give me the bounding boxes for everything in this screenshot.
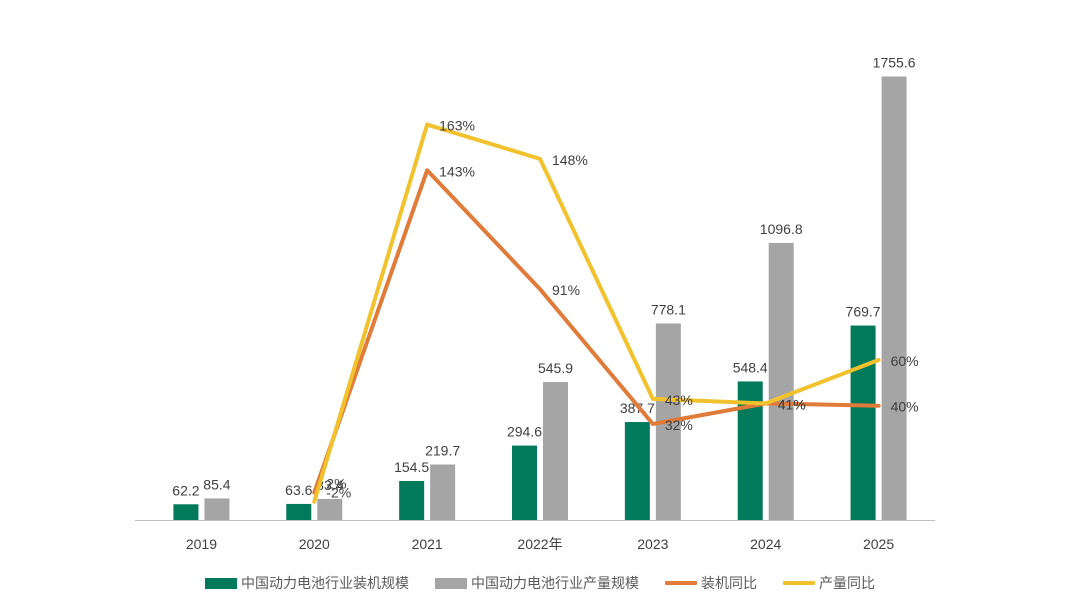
x-tick-label-6: 2025 [863,536,894,552]
legend-item-output: 中国动力电池行业产量规模 [435,573,639,593]
bar-0-2025 [850,325,876,520]
bar-1-2024 [768,242,794,520]
legend-item-output-yoy: 产量同比 [783,573,875,593]
bar-label-0-2020: 63.6 [285,482,312,498]
line-label-1-2021: 163% [439,118,475,134]
line-label-1-2024: 41% [778,396,806,412]
x-tick-label-0: 2019 [186,536,217,552]
bar-label-1-2024: 1096.8 [760,221,803,237]
bar-label-1-2019: 85.4 [203,476,230,492]
legend-label-install: 中国动力电池行业装机规模 [241,575,409,591]
legend: 中国动力电池行业装机规模 中国动力电池行业产量规模 装机同比 产量同比 [0,572,1080,594]
line-label-0-2023: 32% [665,417,693,433]
x-tick-label-1: 2020 [299,536,330,552]
bar-label-1-2020: 83.4 [316,477,343,493]
legend-swatch-install [205,577,237,589]
legend-item-install-yoy: 装机同比 [665,573,757,593]
bar-label-0-2021: 154.5 [394,459,429,475]
bar-label-0-2024: 548.4 [733,359,768,375]
bar-0-2022年 [512,445,537,520]
bar-0-2023 [624,422,650,520]
line-series-1 [312,122,881,504]
line-series-0 [312,168,881,495]
bar-1-2025 [881,76,907,520]
x-tick-label-5: 2024 [750,536,781,552]
bar-label-0-2025: 769.7 [846,304,881,320]
x-tick-label-3: 2022年 [517,536,562,552]
legend-item-install: 中国动力电池行业装机规模 [205,573,409,593]
bar-label-1-2025: 1755.6 [873,54,916,70]
line-label-1-2020: -2% [326,485,351,501]
bar-0-2021 [399,480,425,520]
x-tick-label-4: 2023 [637,536,668,552]
legend-label-install-yoy: 装机同比 [701,575,757,591]
bar-label-0-2019: 62.2 [172,482,199,498]
legend-swatch-output [435,577,467,589]
bar-1-2021 [430,464,456,520]
bar-0-2020 [286,503,312,520]
line-label-0-2020: 2% [326,476,346,492]
line-label-1-2025: 60% [891,353,919,369]
bar-1-2020 [317,498,343,520]
line-label-0-2022年: 91% [552,282,580,298]
bar-0-2019 [173,504,199,520]
bar-1-2019 [204,498,230,520]
bar-label-0-2022年: 294.6 [507,424,542,440]
legend-label-output: 中国动力电池行业产量规模 [471,575,639,591]
bar-label-1-2021: 219.7 [425,442,460,458]
line-label-1-2023: 43% [665,392,693,408]
line-label-0-2024: 41% [778,396,806,412]
x-tick-label-2: 2021 [412,536,443,552]
legend-swatch-output-yoy [783,581,815,585]
bar-label-1-2023: 778.1 [651,301,686,317]
line-label-0-2025: 40% [891,399,919,415]
bar-label-1-2022年: 545.9 [538,360,573,376]
legend-label-output-yoy: 产量同比 [819,575,875,591]
bar-1-2022年 [543,382,568,520]
legend-swatch-install-yoy [665,581,697,585]
line-label-0-2021: 143% [439,163,475,179]
line-label-1-2022年: 148% [552,152,588,168]
